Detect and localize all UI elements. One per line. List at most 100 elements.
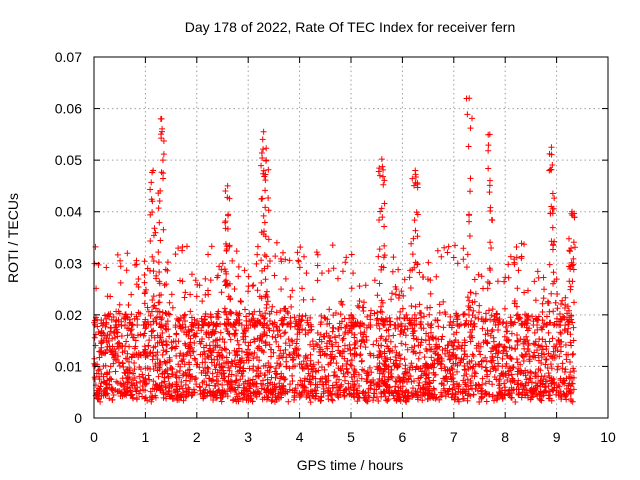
data-point xyxy=(546,308,553,315)
data-point xyxy=(269,333,276,340)
data-point xyxy=(176,322,183,329)
data-point xyxy=(240,387,247,394)
data-point xyxy=(570,255,577,262)
data-point xyxy=(466,297,473,304)
data-point xyxy=(475,271,482,278)
data-point xyxy=(140,386,147,393)
data-point xyxy=(547,392,554,399)
data-point xyxy=(155,373,162,380)
data-point xyxy=(272,253,279,260)
data-point xyxy=(342,325,349,332)
data-point xyxy=(121,386,128,393)
data-point xyxy=(266,341,273,348)
data-point xyxy=(140,374,147,381)
data-point xyxy=(187,308,194,315)
data-point xyxy=(129,321,136,328)
data-point xyxy=(253,260,260,267)
data-point xyxy=(186,348,193,355)
data-point xyxy=(531,349,538,356)
data-point xyxy=(262,171,269,178)
data-point xyxy=(486,280,493,287)
data-point xyxy=(131,360,138,367)
data-point xyxy=(314,277,321,284)
data-point xyxy=(118,318,125,325)
data-point xyxy=(374,363,381,370)
data-point xyxy=(213,373,220,380)
data-point xyxy=(317,397,324,404)
data-point xyxy=(214,394,221,401)
data-point xyxy=(540,376,547,383)
data-point xyxy=(467,338,474,345)
data-point xyxy=(225,330,232,337)
data-point xyxy=(274,323,281,330)
data-points xyxy=(91,95,578,406)
data-point xyxy=(306,378,313,385)
data-point xyxy=(103,335,110,342)
data-point xyxy=(434,351,441,358)
data-point xyxy=(148,179,155,186)
data-point xyxy=(117,257,124,264)
data-point xyxy=(286,351,293,358)
data-point xyxy=(233,348,240,355)
data-point xyxy=(166,358,173,365)
data-point xyxy=(109,387,116,394)
data-point xyxy=(487,348,494,355)
data-point xyxy=(480,339,487,346)
data-point xyxy=(426,379,433,386)
data-point xyxy=(418,325,425,332)
data-point xyxy=(183,243,190,250)
data-point xyxy=(396,360,403,367)
data-point xyxy=(112,324,119,331)
data-point xyxy=(297,377,304,384)
data-point xyxy=(188,314,195,321)
data-point xyxy=(131,366,138,373)
data-point xyxy=(567,369,574,376)
data-point xyxy=(230,320,237,327)
data-point xyxy=(350,270,357,277)
x-axis-title: GPS time / hours xyxy=(297,457,404,473)
data-point xyxy=(460,256,467,263)
data-point xyxy=(262,342,269,349)
x-tick-label: 5 xyxy=(347,429,355,445)
data-point xyxy=(427,380,434,387)
data-point xyxy=(155,259,162,266)
data-point xyxy=(508,330,515,337)
data-point xyxy=(557,329,564,336)
data-point xyxy=(351,334,358,341)
data-point xyxy=(238,322,245,329)
data-point xyxy=(515,267,522,274)
data-point xyxy=(110,329,117,336)
data-point xyxy=(327,351,334,358)
data-point xyxy=(545,395,552,402)
data-point xyxy=(173,386,180,393)
data-point xyxy=(357,343,364,350)
data-point xyxy=(376,165,383,172)
data-point xyxy=(424,304,431,311)
data-point xyxy=(276,395,283,402)
data-point xyxy=(482,380,489,387)
data-point xyxy=(258,195,265,202)
data-point xyxy=(569,262,576,269)
data-point xyxy=(465,143,472,150)
data-point xyxy=(124,325,131,332)
data-point xyxy=(379,309,386,316)
data-point xyxy=(343,321,350,328)
data-point xyxy=(436,309,443,316)
data-point xyxy=(235,312,242,319)
data-point xyxy=(404,325,411,332)
data-point xyxy=(409,364,416,371)
data-point xyxy=(156,366,163,373)
data-point xyxy=(254,354,261,361)
data-point xyxy=(331,369,338,376)
data-point xyxy=(548,151,555,158)
data-point xyxy=(168,345,175,352)
data-point xyxy=(278,391,285,398)
data-point xyxy=(370,380,377,387)
data-point xyxy=(307,341,314,348)
data-point xyxy=(378,205,385,212)
data-point xyxy=(257,312,264,319)
data-point xyxy=(198,327,205,334)
data-point xyxy=(128,392,135,399)
data-point xyxy=(567,339,574,346)
data-point xyxy=(359,389,366,396)
